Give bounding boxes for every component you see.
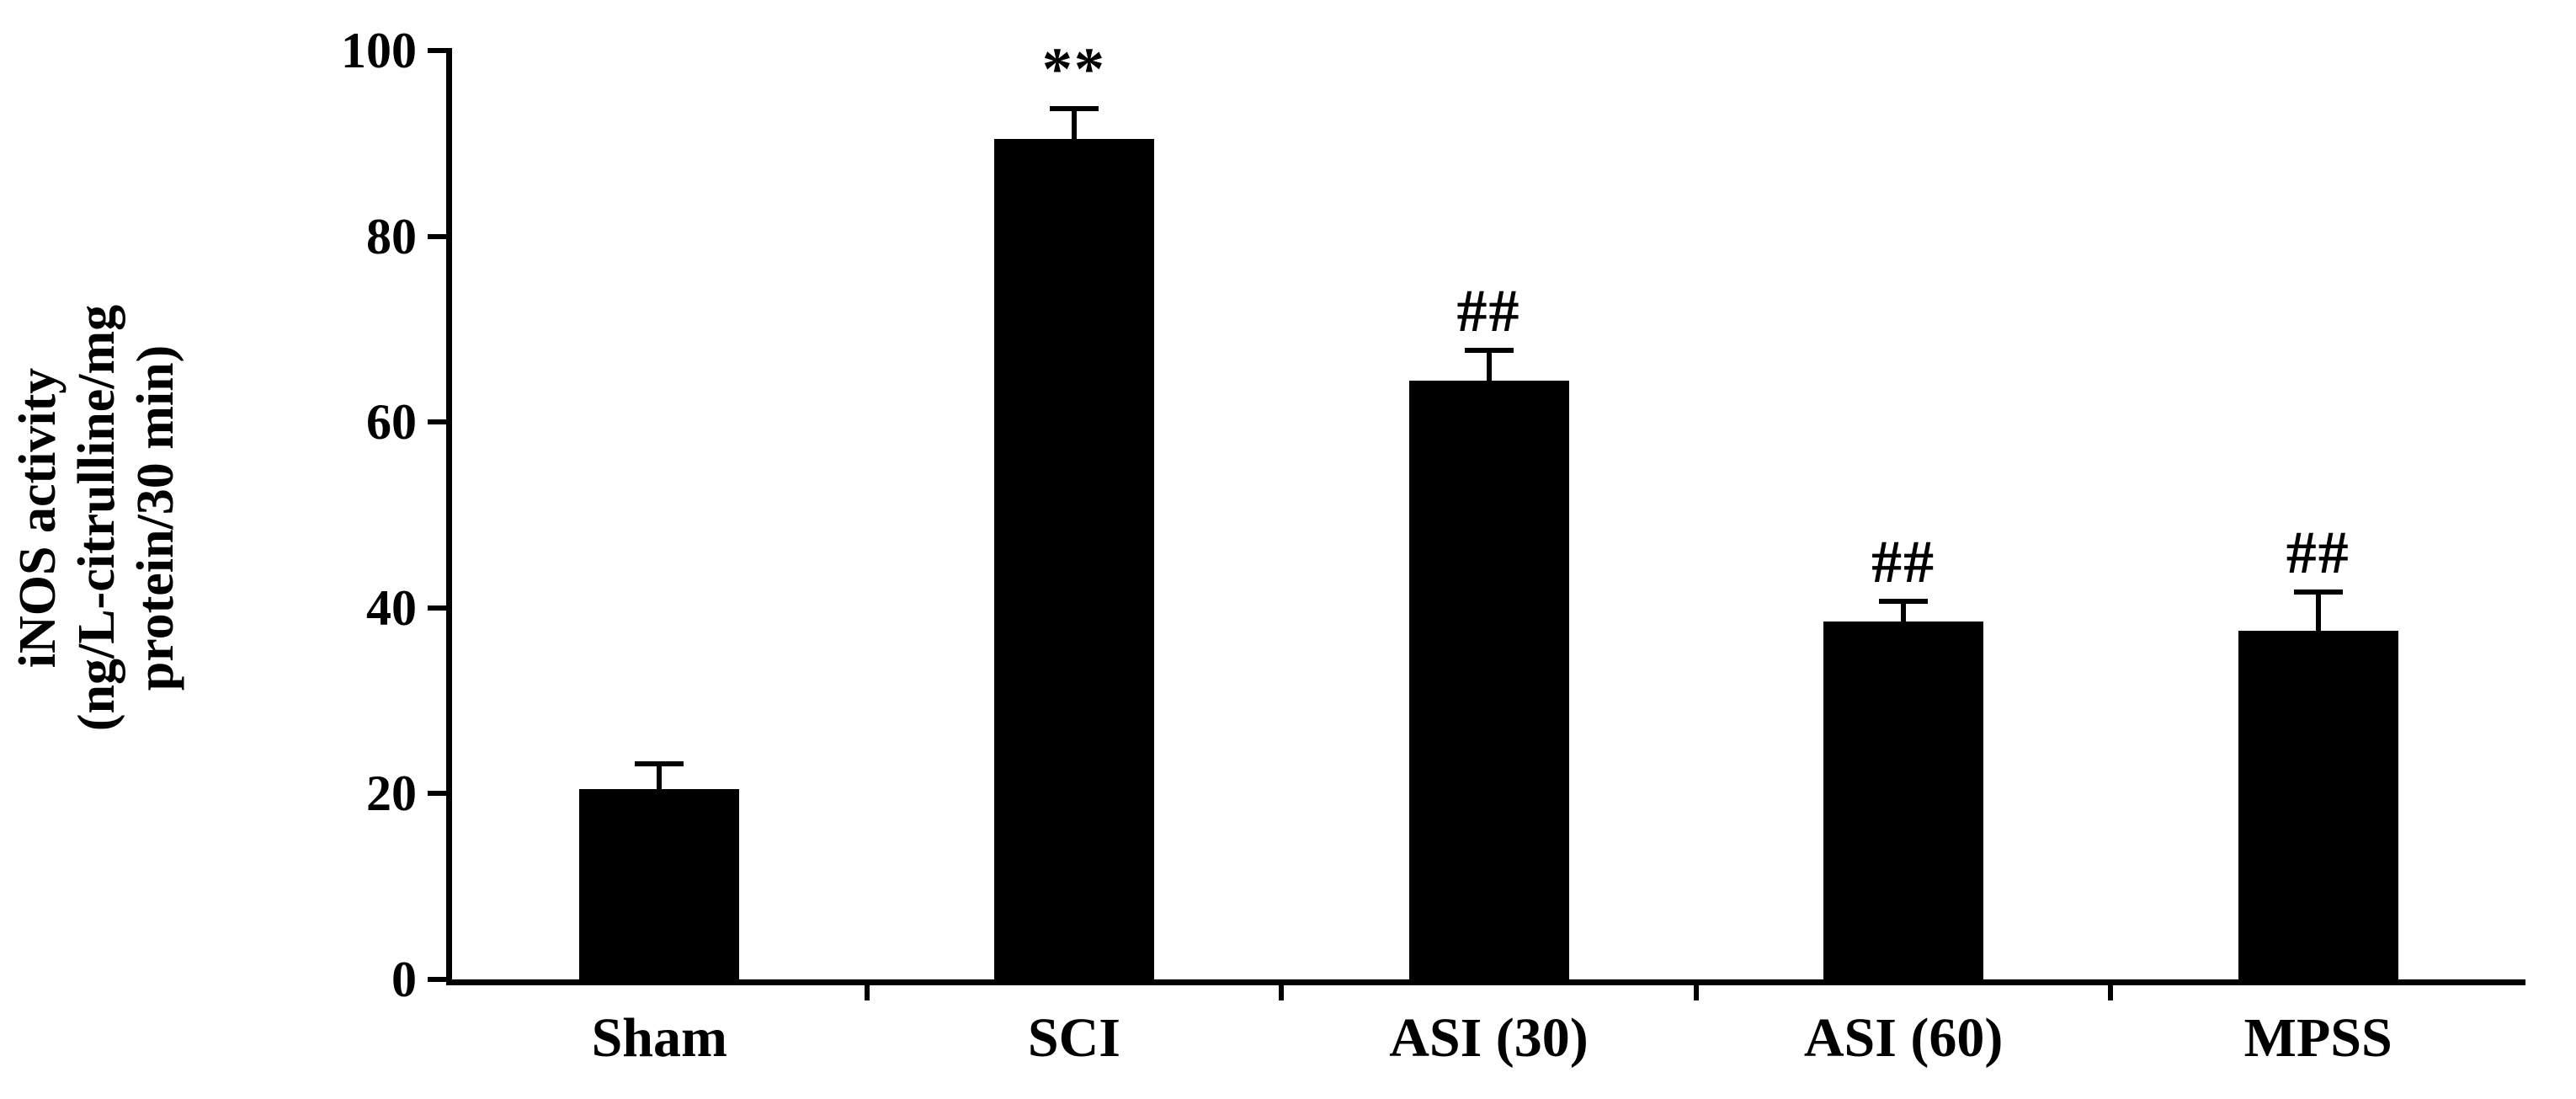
y-tick (428, 605, 452, 611)
category-label: Sham (591, 1007, 727, 1069)
y-tick (428, 791, 452, 797)
bar (1408, 380, 1569, 979)
category-label: SCI (1027, 1007, 1120, 1069)
category-label: MPSS (2243, 1007, 2392, 1069)
x-tick (2108, 984, 2114, 1000)
y-tick (428, 233, 452, 239)
category-label: ASI (30) (1389, 1007, 1589, 1069)
y-tick-label: 60 (366, 394, 417, 451)
x-tick (864, 984, 870, 1000)
y-axis-label: iNOS activity (ng/L-citrulline/mg protei… (8, 51, 185, 985)
error-cap (1464, 347, 1514, 353)
error-bar (1901, 598, 1907, 631)
y-axis-label-line-3: protein/30 min) (127, 344, 184, 691)
category-label: ASI (60) (1803, 1007, 2004, 1069)
x-tick (1279, 984, 1285, 1000)
plot-area: 0 20 40 60 80 100 Sham ** SCI ## ASI (30) ## ASI (60… (341, 23, 2525, 1069)
bar (2238, 631, 2398, 979)
error-bar (2315, 589, 2321, 640)
y-tick (428, 48, 452, 53)
error-cap (635, 760, 684, 766)
significance-annotation: ## (1456, 276, 1521, 344)
x-tick (1693, 984, 1699, 1000)
significance-annotation: ## (1871, 527, 1936, 595)
error-cap (1879, 598, 1929, 604)
y-tick (428, 977, 452, 982)
y-tick-label: 20 (366, 766, 417, 822)
significance-annotation: ## (2286, 518, 2350, 586)
y-tick-label: 0 (391, 952, 417, 1007)
bar (993, 138, 1154, 979)
y-axis-label-line-2: (ng/L-citrulline/mg (68, 304, 125, 732)
significance-annotation: ** (1041, 35, 1106, 104)
error-cap (1049, 106, 1099, 112)
y-tick-label: 40 (366, 579, 417, 636)
error-bar (1486, 347, 1492, 389)
error-bar (657, 760, 663, 798)
error-cap (2293, 589, 2343, 595)
y-tick-label: 100 (341, 23, 417, 78)
y-tick-label: 80 (366, 208, 417, 264)
y-tick (428, 419, 452, 425)
error-bar (1071, 106, 1077, 147)
y-axis-label-line-1: iNOS activity (9, 367, 67, 669)
bar (579, 788, 740, 979)
bar (1823, 622, 1984, 979)
